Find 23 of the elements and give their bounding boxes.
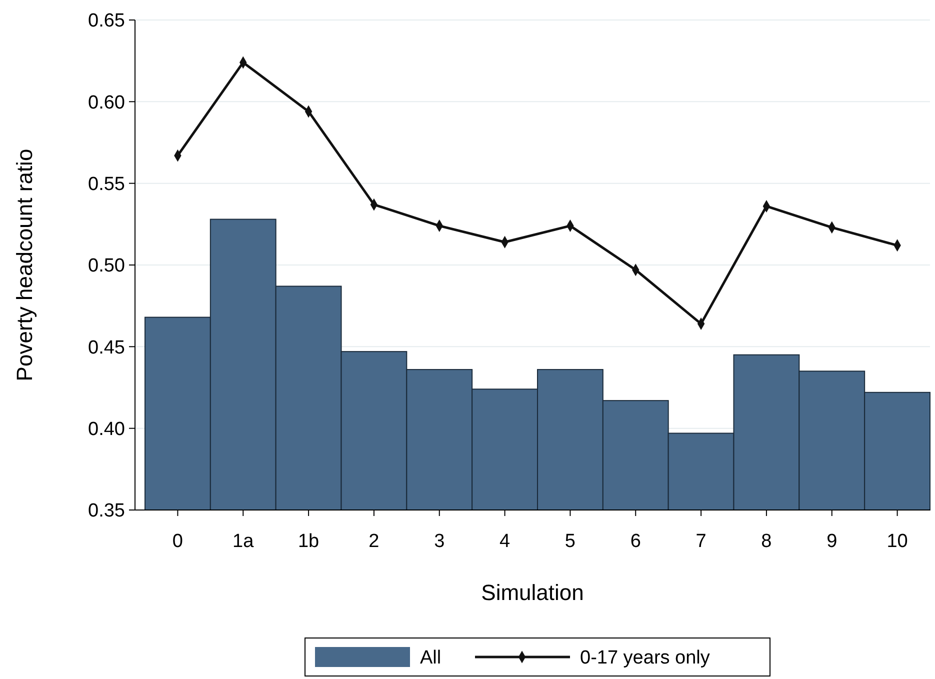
- y-tick-label: 0.35: [88, 500, 125, 522]
- x-tick-label: 10: [886, 531, 908, 552]
- legend-label: 0-17 years only: [580, 648, 710, 669]
- x-tick-label: 4: [500, 531, 511, 552]
- x-tick-label: 3: [434, 531, 445, 552]
- y-tick-label: 0.45: [88, 337, 125, 358]
- x-tick-label: 1b: [298, 531, 320, 552]
- x-tick-label: 8: [761, 531, 772, 552]
- y-tick-label: 0.50: [88, 256, 125, 277]
- legend-label: All: [420, 648, 442, 669]
- y-tick-label: 0.65: [88, 10, 125, 32]
- x-tick-label: 2: [368, 531, 380, 552]
- x-tick-label: 0: [172, 531, 183, 552]
- y-tick-label: 0.40: [88, 418, 125, 440]
- x-tick-label: 7: [696, 531, 706, 552]
- x-tick-label: 5: [564, 531, 576, 552]
- x-tick-label: 9: [826, 531, 838, 552]
- x-tick-label: 1a: [232, 531, 254, 552]
- y-axis-title: Poverty headcount ratio: [12, 148, 37, 382]
- x-axis-title: Simulation: [481, 580, 584, 605]
- y-tick-label: 0.60: [88, 92, 125, 114]
- x-tick-label: 6: [630, 531, 641, 552]
- y-tick-label: 0.55: [88, 174, 125, 195]
